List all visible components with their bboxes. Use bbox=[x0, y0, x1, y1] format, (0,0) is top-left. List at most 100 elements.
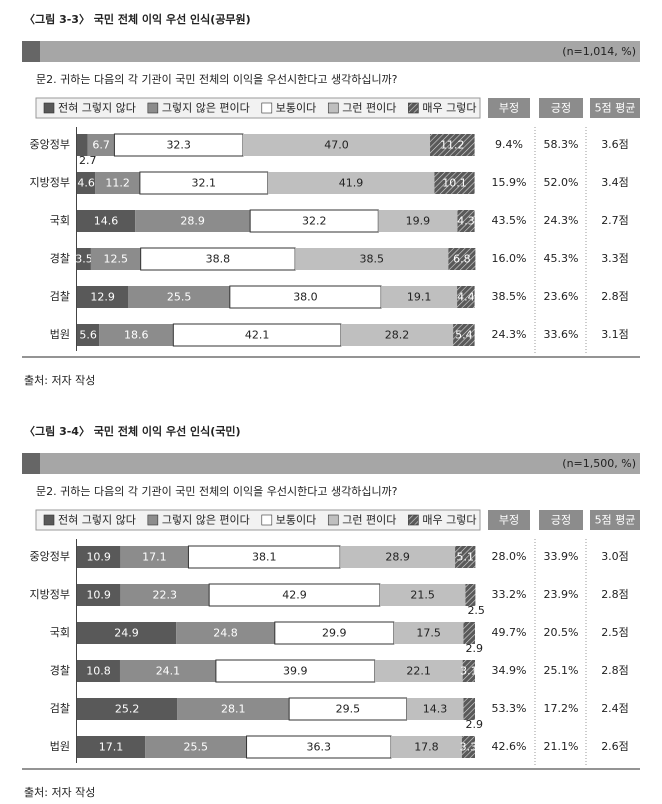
bar-segment bbox=[393, 622, 464, 644]
bar-segment bbox=[267, 172, 435, 194]
question: 문2. 귀하는 다음의 각 기관이 국민 전체의 이익을 우선시한다고 생각하십… bbox=[36, 484, 398, 498]
value-label: 42.1 bbox=[245, 329, 270, 342]
category-label: 중앙정부 bbox=[30, 550, 70, 563]
value-label: 25.5 bbox=[184, 741, 209, 754]
bar-segment bbox=[391, 736, 462, 758]
summary-value: 23.9% bbox=[544, 588, 579, 601]
bar-segment bbox=[77, 134, 88, 156]
legend-label: 매우 그렇다 bbox=[422, 102, 476, 115]
source: 출처: 저자 작성 bbox=[24, 374, 95, 387]
summary-value: 2.8점 bbox=[601, 588, 629, 601]
category-label: 국회 bbox=[50, 626, 70, 639]
summary-value: 21.1% bbox=[544, 740, 579, 753]
value-label: 4.6 bbox=[77, 177, 95, 190]
value-label: 19.9 bbox=[406, 215, 431, 228]
column-header-box bbox=[590, 98, 640, 118]
value-label: 18.6 bbox=[124, 329, 149, 342]
summary-value: 2.8점 bbox=[601, 664, 629, 677]
value-label: 17.1 bbox=[99, 741, 124, 754]
column-header: 긍정 bbox=[551, 102, 571, 115]
bar-segment bbox=[90, 248, 141, 270]
legend-label: 매우 그렇다 bbox=[422, 514, 476, 527]
value-label: 38.1 bbox=[252, 551, 277, 564]
bar-segment bbox=[295, 248, 449, 270]
sample-size: (n=1,500, %) bbox=[562, 457, 636, 470]
value-label: 24.8 bbox=[213, 627, 238, 640]
value-label: 17.1 bbox=[142, 551, 167, 564]
value-label: 14.6 bbox=[94, 215, 119, 228]
summary-value: 38.5% bbox=[492, 290, 527, 303]
summary-value: 2.5점 bbox=[601, 626, 629, 639]
column-header-box bbox=[539, 510, 583, 530]
value-label: 10.8 bbox=[86, 665, 111, 678]
summary-value: 3.1점 bbox=[601, 328, 629, 341]
bar-segment bbox=[463, 698, 475, 720]
legend-swatch bbox=[43, 514, 55, 526]
category-label: 법원 bbox=[50, 740, 70, 753]
value-label: 2.9 bbox=[465, 718, 483, 731]
summary-value: 28.0% bbox=[492, 550, 527, 563]
value-label: 2.7 bbox=[79, 154, 97, 167]
bar-segment bbox=[448, 248, 476, 270]
column-header: 부정 bbox=[499, 514, 519, 527]
value-label: 29.5 bbox=[336, 703, 361, 716]
value-label: 5.6 bbox=[79, 329, 97, 342]
bar-segment bbox=[215, 659, 376, 683]
column-header-box bbox=[539, 98, 583, 118]
value-label: 12.5 bbox=[104, 253, 129, 266]
value-label: 10.9 bbox=[86, 551, 111, 564]
legend-label: 전혀 그렇지 않다 bbox=[58, 514, 136, 527]
value-label: 41.9 bbox=[339, 177, 364, 190]
summary-value: 2.4점 bbox=[601, 702, 629, 715]
column-header: 부정 bbox=[499, 102, 519, 115]
bar-segment bbox=[77, 248, 91, 270]
summary-value: 24.3% bbox=[492, 328, 527, 341]
value-label: 6.8 bbox=[453, 253, 471, 266]
legend-swatch bbox=[43, 102, 55, 114]
bar-segment bbox=[465, 584, 476, 606]
summary-value: 3.6점 bbox=[601, 138, 629, 151]
summary-value: 43.5% bbox=[492, 214, 527, 227]
value-label: 11.2 bbox=[105, 177, 130, 190]
value-label: 25.2 bbox=[115, 703, 140, 716]
bar-segment bbox=[374, 660, 463, 682]
summary-value: 3.0점 bbox=[601, 550, 629, 563]
bar-segment bbox=[379, 584, 466, 606]
bar-segment bbox=[457, 286, 475, 308]
value-label: 6.7 bbox=[92, 139, 110, 152]
value-label: 32.1 bbox=[192, 177, 217, 190]
bar-segment bbox=[120, 584, 210, 606]
legend-swatch bbox=[261, 514, 273, 526]
bar-segment bbox=[453, 324, 475, 346]
value-label: 14.3 bbox=[423, 703, 448, 716]
legend-swatch bbox=[147, 102, 159, 114]
bar-segment bbox=[461, 736, 475, 758]
value-label: 21.5 bbox=[410, 589, 435, 602]
value-label: 32.3 bbox=[166, 139, 191, 152]
bar-segment bbox=[77, 546, 121, 568]
category-label: 경찰 bbox=[50, 252, 70, 265]
header-block bbox=[22, 453, 40, 474]
category-label: 지방정부 bbox=[30, 176, 70, 189]
legend-swatch bbox=[408, 514, 419, 526]
value-label: 39.9 bbox=[283, 665, 308, 678]
source: 출처: 저자 작성 bbox=[24, 786, 95, 799]
header-bar bbox=[22, 41, 640, 62]
summary-value: 49.7% bbox=[492, 626, 527, 639]
value-label: 38.5 bbox=[359, 253, 384, 266]
summary-value: 33.6% bbox=[544, 328, 579, 341]
value-label: 4.4 bbox=[457, 291, 475, 304]
value-label: 17.5 bbox=[416, 627, 441, 640]
figure-title: 〈그림 3-4〉 국민 전체 이익 우선 인식(국민) bbox=[24, 424, 241, 438]
bar-segment bbox=[430, 134, 475, 156]
value-label: 2.9 bbox=[465, 642, 483, 655]
value-label: 5.4 bbox=[455, 329, 473, 342]
legend-label: 보통이다 bbox=[276, 514, 316, 527]
value-label: 29.9 bbox=[322, 627, 347, 640]
header-block bbox=[22, 41, 40, 62]
summary-value: 34.9% bbox=[492, 664, 527, 677]
summary-value: 17.2% bbox=[544, 702, 579, 715]
value-label: 28.1 bbox=[221, 703, 246, 716]
sample-size: (n=1,014, %) bbox=[562, 45, 636, 58]
value-label: 28.9 bbox=[180, 215, 205, 228]
